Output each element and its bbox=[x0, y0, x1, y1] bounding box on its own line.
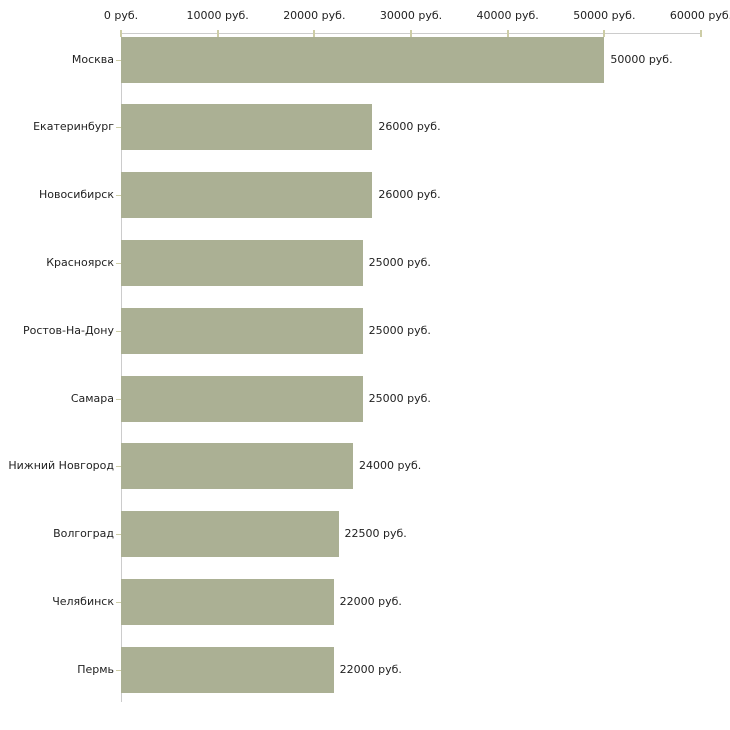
y-axis-tick-mark bbox=[116, 669, 121, 671]
bar-value-label: 22500 руб. bbox=[344, 527, 407, 541]
y-axis-tick-mark bbox=[116, 59, 121, 61]
bar-value-label: 26000 руб. bbox=[378, 120, 441, 134]
bar-value-label: 26000 руб. bbox=[378, 188, 441, 202]
y-axis-category-label: Москва bbox=[71, 52, 114, 66]
bar bbox=[121, 375, 363, 422]
x-axis-tick-label: 50000 руб. bbox=[573, 9, 636, 22]
y-axis-category-label: Новосибирск bbox=[38, 188, 114, 202]
x-axis-tick-label: 60000 руб. bbox=[669, 9, 730, 22]
x-axis-tick-label: 40000 руб. bbox=[476, 9, 539, 22]
bar bbox=[121, 511, 339, 558]
y-axis-category-label: Красноярск bbox=[46, 255, 114, 269]
x-axis-tick-mark bbox=[700, 30, 702, 37]
bar-value-label: 22000 руб. bbox=[339, 594, 402, 608]
y-axis-category-label: Нижний Новгород bbox=[8, 459, 114, 473]
y-axis-category-label: Челябинск bbox=[52, 594, 114, 608]
x-axis-tick-mark bbox=[216, 30, 219, 37]
y-axis-tick-mark bbox=[116, 398, 121, 400]
x-axis-tick-mark bbox=[506, 30, 509, 37]
y-axis-category-label: Екатеринбург bbox=[33, 120, 114, 134]
bar-value-label: 24000 руб. bbox=[359, 459, 422, 473]
x-axis-tick-label: 20000 руб. bbox=[283, 9, 346, 22]
x-axis-tick-label: 30000 руб. bbox=[379, 9, 443, 22]
y-axis-category-label: Волгоград bbox=[53, 527, 114, 541]
y-axis-category-label: Самара bbox=[70, 391, 114, 405]
x-axis-tick-label: 10000 руб. bbox=[186, 9, 249, 22]
bar bbox=[121, 104, 373, 151]
bar-value-label: 25000 руб. bbox=[368, 323, 431, 337]
bar-value-label: 50000 руб. bbox=[610, 52, 673, 66]
y-axis-tick-mark bbox=[116, 330, 121, 332]
bar bbox=[121, 172, 373, 219]
y-axis-tick-mark bbox=[116, 466, 121, 468]
bar bbox=[121, 646, 334, 693]
y-axis-tick-mark bbox=[116, 127, 121, 129]
y-axis-category-label: Пермь bbox=[77, 662, 114, 676]
bar-value-label: 22000 руб. bbox=[339, 662, 402, 676]
y-axis-tick-mark bbox=[116, 262, 121, 264]
y-axis-tick-mark bbox=[116, 195, 121, 197]
bar-value-label: 25000 руб. bbox=[368, 391, 431, 405]
x-axis-tick-mark bbox=[120, 30, 122, 37]
bar bbox=[121, 36, 605, 83]
bar bbox=[121, 443, 353, 490]
x-axis-tick-mark bbox=[313, 30, 316, 37]
y-axis-tick-mark bbox=[116, 534, 121, 536]
y-axis-tick-mark bbox=[116, 601, 121, 603]
x-axis-tick-mark bbox=[603, 30, 606, 37]
x-axis-tick-mark bbox=[410, 30, 412, 37]
y-axis-category-label: Ростов-На-Дону bbox=[22, 323, 114, 337]
x-axis-tick-label: 0 руб. bbox=[103, 9, 139, 22]
bar bbox=[121, 578, 334, 625]
bar bbox=[121, 239, 363, 286]
bar bbox=[121, 307, 363, 354]
bar-value-label: 25000 руб. bbox=[368, 255, 431, 269]
y-axis-line bbox=[121, 33, 122, 702]
